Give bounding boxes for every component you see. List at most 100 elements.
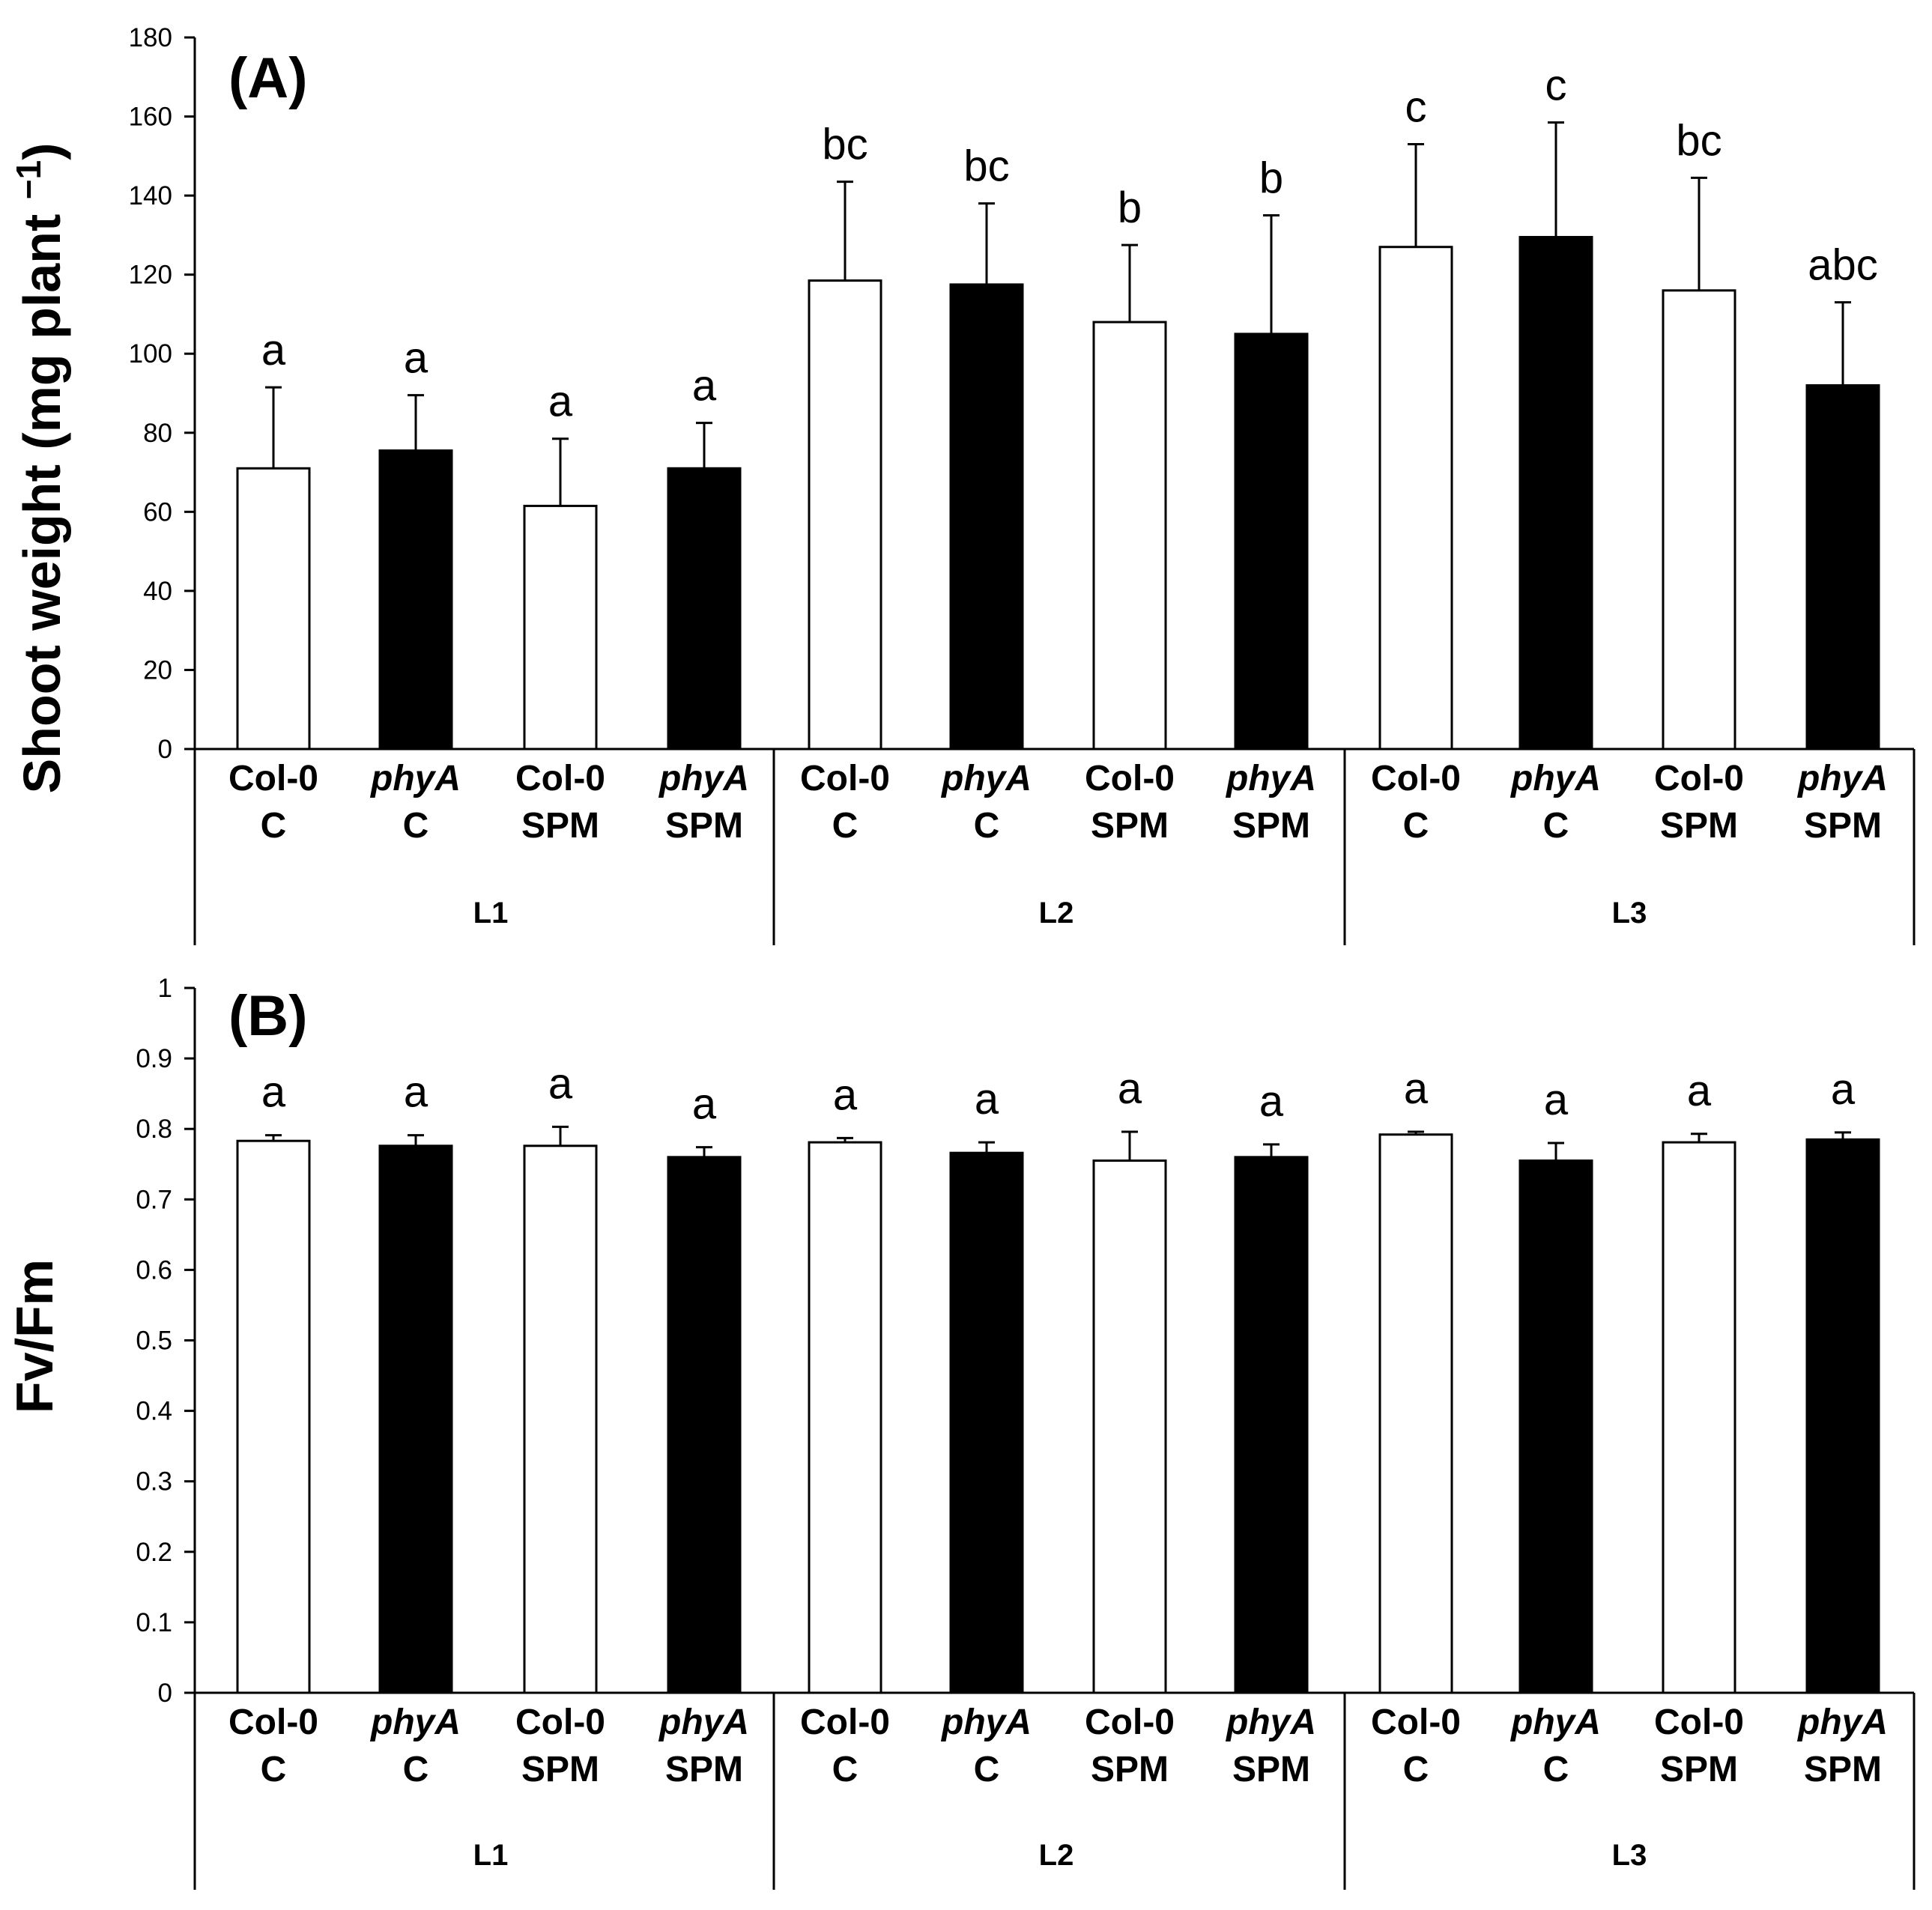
bar [236, 1139, 311, 1694]
y-tick-label: 0.6 [136, 1255, 172, 1285]
category-treatment-label: SPM [1232, 806, 1310, 846]
category-treatment-label: SPM [521, 806, 599, 846]
group-label: L2 [1039, 897, 1074, 930]
significance-letter: b [1118, 184, 1142, 232]
category-treatment-label: C [1403, 806, 1429, 846]
bar [1805, 1138, 1880, 1694]
significance-letter: a [692, 1080, 717, 1129]
category-genotype-label: phyA [658, 1703, 749, 1742]
significance-letter: a [548, 1059, 573, 1108]
significance-letter: a [1544, 1076, 1569, 1124]
significance-letter: a [1404, 1064, 1429, 1113]
category-genotype-label: Col-0 [1371, 1703, 1461, 1742]
y-tick-label: 0.7 [136, 1185, 172, 1214]
category-genotype-label: Col-0 [515, 759, 605, 798]
significance-letter: a [404, 334, 429, 383]
significance-letter: bc [1676, 116, 1721, 165]
category-treatment-label: C [974, 806, 1000, 846]
group-label: L3 [1612, 897, 1647, 930]
bar [523, 504, 598, 751]
bar [1378, 246, 1453, 751]
y-tick-label: 60 [143, 497, 172, 527]
bar [949, 1151, 1024, 1694]
significance-letter: a [548, 378, 573, 426]
y-tick-label: 0 [158, 1679, 172, 1708]
y-tick-label: 0.3 [136, 1467, 172, 1497]
bar [523, 1145, 598, 1694]
significance-letter: c [1545, 61, 1567, 109]
significance-letter: a [975, 1075, 999, 1124]
y-tick-label: 20 [143, 655, 172, 685]
significance-letter: bc [963, 142, 1009, 191]
y-tick-label: 1 [158, 974, 172, 1003]
bar [1092, 321, 1167, 751]
significance-letter: a [261, 1068, 286, 1117]
category-genotype-label: Col-0 [1085, 759, 1175, 798]
panel-b-fv-fm: 0 0.1 0.2 0.3 0.4 0.5 0.6 0.7 0.8 0.9 1 a Col-0 Ca phy… [5, 974, 1916, 1890]
bar [1662, 1141, 1736, 1694]
group-label: L2 [1039, 1839, 1074, 1872]
category-genotype-label: Col-0 [1371, 759, 1461, 798]
y-axis-title-main: Shoot weight (mg plant [13, 199, 71, 793]
bar [1234, 1156, 1309, 1694]
category-treatment-label: C [261, 806, 287, 846]
category-treatment-label: SPM [665, 1750, 743, 1789]
category-genotype-label: phyA [1796, 759, 1888, 798]
significance-letter: a [261, 326, 286, 375]
category-treatment-label: C [974, 1750, 1000, 1789]
significance-letter: a [1831, 1065, 1856, 1114]
y-axis-title-main: Fv/Fm [5, 1259, 64, 1413]
significance-letter: a [833, 1070, 858, 1119]
significance-letter: a [1118, 1064, 1142, 1113]
category-treatment-label: C [403, 1750, 429, 1789]
category-genotype-label: phyA [369, 1703, 461, 1742]
bar [1805, 383, 1880, 751]
bar [1378, 1133, 1453, 1694]
bar [1234, 333, 1309, 751]
panel-label: (B) [228, 984, 308, 1048]
category-treatment-label: SPM [521, 1750, 599, 1789]
category-genotype-label: Col-0 [1654, 1703, 1744, 1742]
bar [1662, 289, 1736, 751]
y-axis-title-superscript: −1 [9, 160, 48, 199]
y-tick-label: 0 [158, 735, 172, 764]
bar [1518, 1159, 1593, 1694]
category-treatment-label: C [832, 1750, 859, 1789]
category-treatment-label: SPM [1091, 1750, 1169, 1789]
bar [949, 283, 1024, 751]
category-treatment-label: SPM [1804, 806, 1882, 846]
bar [667, 467, 742, 751]
y-tick-label: 0.8 [136, 1115, 172, 1144]
category-genotype-label: phyA [940, 1703, 1032, 1742]
category-genotype-label: Col-0 [1654, 759, 1744, 798]
category-treatment-label: SPM [1091, 806, 1169, 846]
bar [667, 1156, 742, 1694]
category-treatment-label: SPM [1804, 1750, 1882, 1789]
category-genotype-label: phyA [1796, 1703, 1888, 1742]
group-label: L1 [473, 1839, 509, 1872]
y-tick-label: 180 [129, 23, 172, 52]
significance-letter: a [1259, 1077, 1284, 1126]
category-genotype-label: Col-0 [800, 1703, 890, 1742]
category-genotype-label: phyA [1225, 1703, 1316, 1742]
panel-label: (A) [228, 46, 308, 110]
category-genotype-label: phyA [369, 759, 461, 798]
category-treatment-label: C [261, 1750, 287, 1789]
bar [1518, 236, 1593, 751]
group-label: L3 [1612, 1839, 1647, 1872]
category-treatment-label: C [1543, 1750, 1569, 1789]
panel-a-shoot-weight: 0 20 40 60 80 100 120 140 160 180 a Col-0 Ca phyA Ca Co… [9, 23, 1916, 945]
significance-letter: bc [822, 121, 867, 169]
y-tick-label: 100 [129, 339, 172, 369]
bar [808, 279, 882, 751]
category-genotype-label: phyA [1509, 1703, 1601, 1742]
category-genotype-label: Col-0 [1085, 1703, 1175, 1742]
significance-letter: a [692, 362, 717, 410]
category-treatment-label: C [1543, 806, 1569, 846]
y-tick-label: 160 [129, 103, 172, 132]
category-genotype-label: Col-0 [228, 759, 318, 798]
category-treatment-label: SPM [1660, 806, 1738, 846]
category-genotype-label: phyA [1225, 759, 1316, 798]
category-treatment-label: SPM [1660, 1750, 1738, 1789]
